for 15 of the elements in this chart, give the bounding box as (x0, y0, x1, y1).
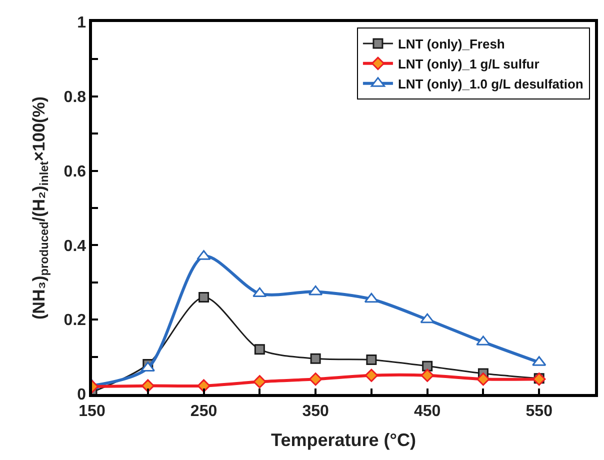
legend-label: LNT (only)_1.0 g/L desulfation (398, 76, 584, 92)
legend-label: LNT (only)_Fresh (398, 36, 505, 52)
y-tick-label: 0.2 (64, 312, 86, 330)
x-tick-label: 150 (78, 402, 106, 420)
x-tick-label: 250 (190, 402, 218, 420)
x-tick-label: 450 (414, 402, 441, 420)
y-tick-label: 0.4 (64, 238, 86, 255)
legend-label: LNT (only)_1 g/L sulfur (398, 56, 540, 72)
y-tick-label: 0.6 (64, 163, 86, 180)
x-axis-title: Temperature (°C) (271, 430, 416, 450)
x-tick-label: 350 (302, 402, 330, 420)
x-tick-label: 550 (526, 402, 553, 420)
y-tick-label: 1 (77, 14, 86, 32)
y-tick-label: 0 (77, 386, 86, 404)
y-tick-label: 0.8 (64, 89, 86, 106)
